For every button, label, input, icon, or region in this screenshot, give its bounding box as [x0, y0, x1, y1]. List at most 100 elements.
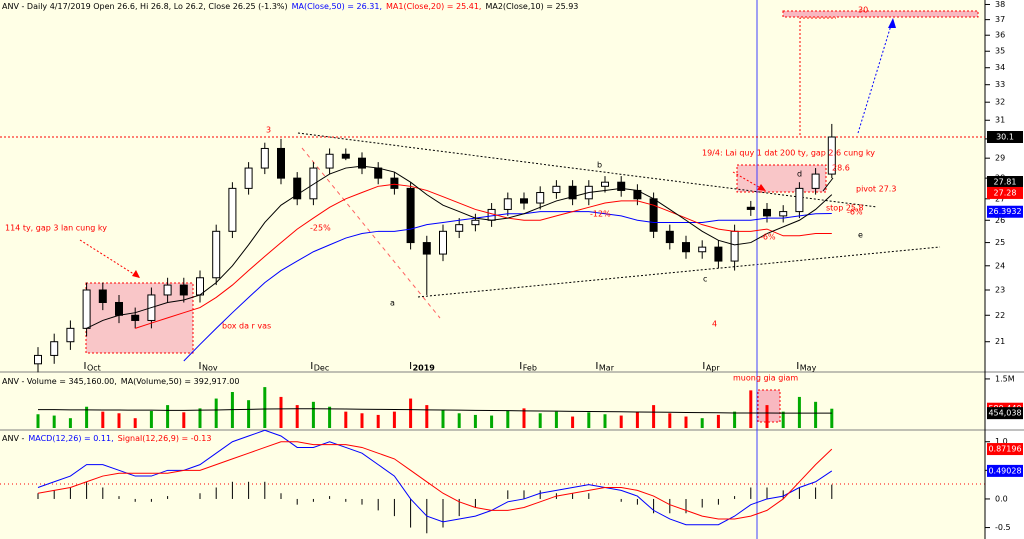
candle-body — [503, 198, 512, 210]
volume-bar — [149, 410, 153, 428]
candle-body — [115, 301, 123, 316]
candle-body — [293, 177, 302, 200]
volume-bar — [635, 411, 639, 428]
y-tick-label: 36 — [995, 31, 1005, 40]
panel-header: ANV - Volume = 345,160.00, MA(Volume,50) … — [2, 377, 239, 386]
candle-body — [228, 187, 237, 232]
legend-entry: MA1(Close,20) = 25.41, — [386, 2, 481, 11]
candle-body — [746, 206, 755, 210]
candle-body — [341, 153, 350, 159]
candle-body — [471, 219, 480, 226]
value-marker — [987, 443, 1023, 456]
volume-bar — [473, 414, 477, 428]
trend-line — [297, 132, 878, 208]
candle-body — [649, 198, 658, 232]
y-tick-label: 33 — [995, 80, 1005, 89]
candle-body — [82, 289, 91, 329]
candle-body — [66, 327, 75, 343]
candle-body — [406, 187, 415, 244]
value-marker-label: 0.49028 — [988, 466, 1021, 475]
trend-line — [417, 246, 941, 298]
volume-bar — [392, 411, 396, 428]
panel-header: ANV - Daily 4/17/2019 Open 26.6, Hi 26.8… — [2, 2, 578, 11]
candle-body — [698, 246, 707, 253]
target-line — [799, 17, 836, 135]
series-line — [38, 408, 832, 414]
panel-title: ANV - Daily 4/17/2019 Open 26.6, Hi 26.8… — [2, 2, 288, 11]
x-tick-label: Dec — [314, 364, 329, 373]
volume-bar — [733, 411, 737, 428]
value-marker-label: 454,038 — [988, 409, 1021, 418]
candle-body — [163, 284, 172, 296]
series-line — [37, 441, 833, 520]
value-marker — [987, 186, 1023, 199]
volume-bar — [68, 418, 72, 428]
arrow — [822, 177, 834, 192]
candle-body — [179, 284, 188, 296]
y-tick-label: 26 — [995, 216, 1005, 225]
volume-bar — [166, 405, 170, 428]
annotation: a — [390, 299, 395, 308]
annotation: -6% — [847, 208, 863, 217]
panel-title: ANV - — [2, 434, 24, 443]
volume-bar — [571, 416, 575, 428]
value-marker — [987, 176, 1023, 189]
volume-bar — [619, 415, 623, 428]
y-tick-label: 23 — [995, 285, 1005, 294]
y-tick-label: 32 — [995, 98, 1005, 107]
candle-body — [50, 341, 59, 356]
x-tick-label: Mar — [599, 364, 615, 373]
candle-body — [34, 354, 42, 365]
candle-body — [827, 136, 836, 175]
y-tick-label: 25 — [995, 238, 1005, 247]
volume-bar — [425, 405, 429, 428]
volume-bar — [198, 408, 202, 428]
legend-entry: MACD(12,26) = 0.11, — [28, 434, 113, 443]
value-marker — [987, 407, 1023, 420]
series-line — [135, 183, 832, 329]
candle-body — [439, 230, 447, 255]
y-tick-label: 34 — [995, 63, 1005, 72]
candle-body — [617, 181, 626, 191]
volume-bar — [295, 405, 299, 428]
annotation: -12% — [590, 210, 611, 219]
annotation: 3 — [266, 126, 271, 135]
y-tick-label: 21 — [995, 337, 1005, 346]
volume-bar — [279, 396, 283, 428]
volume-bar — [36, 414, 40, 428]
volume-bar — [85, 406, 89, 428]
volume-bar — [506, 410, 510, 428]
candle-body — [601, 181, 609, 187]
legend-entry: Signal(12,26,9) = -0.13 — [118, 434, 212, 443]
volume-bar — [522, 408, 526, 428]
volume-bar — [716, 414, 720, 428]
candle-body — [665, 230, 674, 244]
annotation: 4 — [712, 320, 717, 329]
value-marker-label: 30.1 — [996, 133, 1014, 142]
value-marker — [987, 464, 1023, 477]
candle-body — [131, 314, 140, 321]
volume-bar — [587, 412, 591, 428]
value-marker-label: 26.3932 — [988, 207, 1021, 216]
volume-bar — [441, 410, 445, 428]
volume-bar — [101, 411, 105, 428]
y-tick-label: 29 — [995, 154, 1005, 163]
volume-bar — [214, 398, 218, 428]
panel-title: ANV - Volume = 345,160.00, — [2, 377, 117, 386]
highlight-box — [736, 164, 827, 193]
candle-body — [358, 157, 366, 169]
candle-body — [763, 208, 771, 217]
volume-bar — [52, 415, 56, 428]
candle-body — [730, 230, 739, 262]
value-marker-label: 0.87196 — [988, 445, 1021, 454]
y-tick-label: 0.0 — [995, 494, 1008, 503]
candle-body — [196, 277, 204, 296]
candle-body — [244, 167, 253, 189]
candle-body — [422, 242, 431, 255]
y-tick-label: 38 — [995, 0, 1005, 9]
annotation: muong gia giam — [733, 374, 798, 383]
series-line — [86, 165, 833, 329]
volume-bar — [344, 411, 348, 428]
annotation: 30 — [858, 6, 868, 15]
legend-entry: MA2(Close,10) = 25.93 — [485, 2, 578, 11]
